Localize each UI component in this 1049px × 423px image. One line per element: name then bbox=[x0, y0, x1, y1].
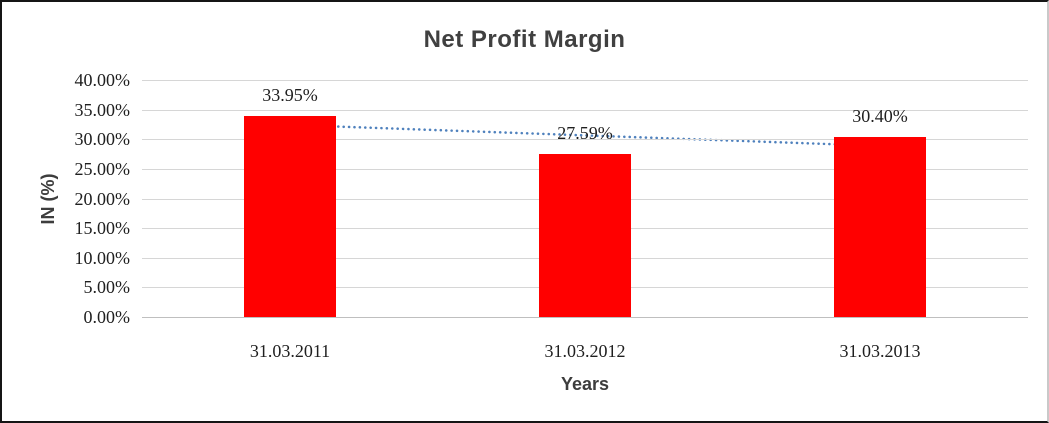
y-tick-label: 40.00% bbox=[74, 70, 131, 90]
y-tick-label: 5.00% bbox=[83, 277, 131, 297]
x-axis-title: Years bbox=[560, 374, 610, 394]
y-tick-label: 20.00% bbox=[74, 189, 131, 209]
x-tick-label: 31.03.2013 bbox=[839, 341, 921, 361]
bar bbox=[244, 116, 336, 317]
gridline bbox=[142, 317, 1028, 318]
y-tick-label: 35.00% bbox=[74, 100, 131, 120]
x-tick-label: 31.03.2012 bbox=[544, 341, 626, 361]
gridline bbox=[142, 139, 1028, 140]
bar-data-label: 27.59% bbox=[557, 123, 613, 143]
y-tick-label: 10.00% bbox=[74, 248, 131, 268]
y-tick-label: 25.00% bbox=[74, 159, 131, 179]
bar bbox=[539, 154, 631, 317]
y-tick-label: 15.00% bbox=[74, 218, 131, 238]
y-tick-label: 0.00% bbox=[83, 307, 131, 327]
chart-title: Net Profit Margin bbox=[423, 26, 626, 53]
y-tick-label: 30.00% bbox=[74, 129, 131, 149]
bar-data-label: 30.40% bbox=[852, 106, 908, 126]
x-tick-label: 31.03.2011 bbox=[249, 341, 331, 361]
bar bbox=[834, 137, 926, 317]
gridline bbox=[142, 80, 1028, 81]
bar-data-label: 33.95% bbox=[262, 85, 318, 105]
gridline bbox=[142, 110, 1028, 111]
